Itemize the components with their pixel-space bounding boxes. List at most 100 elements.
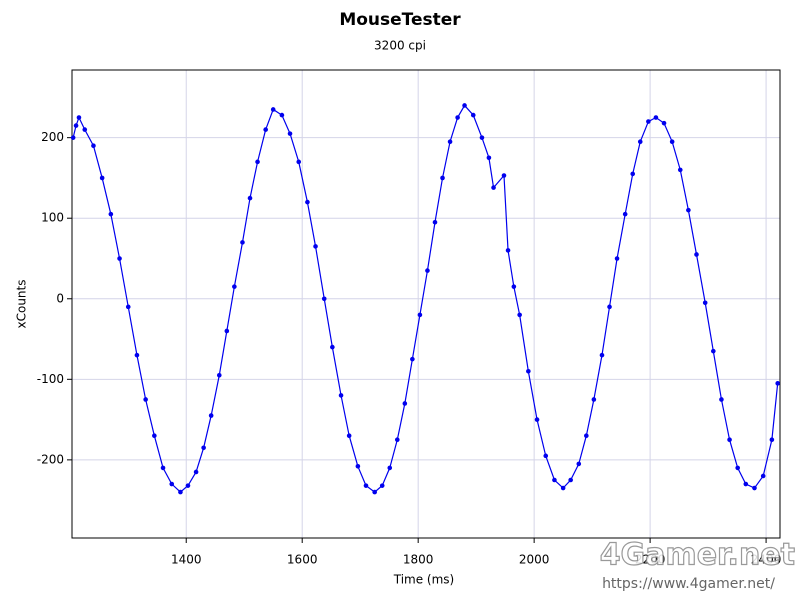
data-point (568, 477, 573, 483)
chart-title: MouseTester (339, 10, 461, 30)
data-point (247, 195, 253, 201)
data-point (208, 413, 214, 418)
data-point (417, 312, 423, 318)
data-point (193, 469, 199, 475)
data-point (630, 171, 636, 177)
data-point (470, 112, 476, 118)
x-tick-label: 2400 (751, 553, 782, 567)
data-point (372, 489, 377, 495)
y-tick-label: 200 (41, 130, 64, 144)
data-point (346, 433, 352, 439)
data-point (584, 433, 589, 439)
data-point (526, 368, 531, 374)
y-tick-label: 100 (41, 211, 64, 225)
data-point (455, 115, 460, 120)
data-point (669, 139, 675, 144)
data-point (279, 112, 285, 118)
data-point (694, 252, 699, 257)
x-tick-label: 2000 (519, 553, 550, 567)
chart-subtitle: 3200 cpi (374, 39, 426, 53)
data-point (216, 372, 222, 378)
data-point (479, 135, 485, 140)
data-point (224, 328, 230, 334)
y-axis-label: xCounts (15, 280, 29, 329)
data-point (330, 344, 335, 350)
data-point (232, 284, 237, 289)
data-point (560, 485, 566, 491)
data-point (505, 248, 511, 253)
data-point (462, 103, 467, 108)
data-point (769, 437, 775, 443)
data-point (607, 304, 612, 310)
data-point (719, 397, 724, 402)
data-point (760, 473, 766, 479)
data-point (73, 123, 79, 128)
data-point (178, 489, 183, 495)
data-point (677, 167, 683, 173)
plot-frame (71, 69, 781, 539)
data-point (169, 481, 175, 487)
data-point (152, 433, 157, 439)
data-point (511, 284, 517, 289)
data-point (305, 199, 310, 205)
data-point (425, 268, 430, 273)
data-point (387, 465, 393, 471)
data-point (711, 348, 716, 354)
data-point (432, 219, 438, 225)
data-point (702, 300, 708, 306)
data-point (270, 107, 276, 112)
y-tick-label: 0 (56, 291, 64, 305)
x-axis-label: Time (ms) (393, 573, 455, 587)
data-point (363, 483, 369, 488)
data-point (287, 131, 293, 136)
data-point (686, 207, 691, 213)
data-point (379, 483, 385, 488)
data-point (653, 115, 659, 120)
data-point (402, 401, 408, 406)
watermark-url: https://www.4gamer.net/ (602, 576, 775, 592)
data-point (160, 465, 166, 471)
data-point (410, 356, 415, 362)
data-point (552, 477, 557, 483)
data-point (735, 465, 740, 471)
data-point (91, 143, 96, 149)
data-point (263, 127, 268, 132)
data-point (486, 155, 492, 161)
x-tick-label: 1800 (403, 553, 434, 567)
data-point (134, 352, 140, 358)
data-point (99, 175, 105, 181)
data-point (501, 173, 507, 178)
data-point (517, 312, 522, 318)
data-point (125, 304, 131, 310)
data-point (240, 240, 245, 245)
data-point (313, 244, 318, 249)
watermark: 4Gamer.net (600, 538, 795, 573)
data-point (185, 483, 191, 488)
data-point (108, 211, 114, 217)
data-point (637, 139, 643, 144)
x-tick-label: 1400 (171, 553, 202, 567)
y-tick-label: -200 (37, 452, 64, 466)
data-point (614, 256, 620, 261)
data-point (622, 211, 628, 217)
data-point (355, 464, 361, 469)
data-point (447, 139, 453, 144)
x-tick-label: 1600 (287, 553, 318, 567)
data-point (143, 397, 148, 402)
data-point (752, 485, 757, 491)
data-point (775, 381, 780, 386)
data-point (338, 393, 344, 398)
data-point (201, 445, 206, 451)
data-point (543, 453, 549, 459)
data-point (576, 461, 582, 467)
data-point (255, 159, 260, 165)
data-point (743, 481, 749, 487)
data-point (117, 256, 122, 261)
data-point (591, 397, 597, 402)
x-tick-label: 2200 (635, 553, 666, 567)
data-point (82, 127, 88, 132)
data-point (321, 296, 327, 302)
data-point (646, 119, 651, 124)
